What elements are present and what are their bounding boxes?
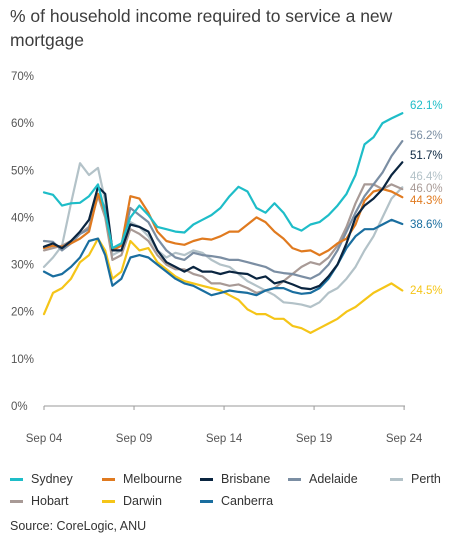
- legend-item-canberra: Canberra: [200, 490, 273, 512]
- y-tick-label: 10%: [11, 354, 34, 366]
- legend-item-hobart: Hobart: [10, 490, 69, 512]
- end-label-adelaide: 56.2%: [410, 130, 443, 142]
- legend-swatch: [102, 499, 115, 503]
- x-tick-label: Sep 24: [386, 433, 423, 445]
- legend-swatch: [10, 477, 23, 481]
- legend-item-adelaide: Adelaide: [288, 468, 358, 490]
- legend-label: Perth: [411, 472, 441, 486]
- y-tick-label: 40%: [11, 212, 34, 224]
- y-tick-label: 30%: [11, 260, 34, 272]
- legend-swatch: [102, 477, 115, 481]
- y-tick-label: 70%: [11, 71, 34, 83]
- end-label-canberra: 38.6%: [410, 219, 443, 231]
- legend-item-melbourne: Melbourne: [102, 468, 182, 490]
- legend-swatch: [390, 477, 403, 481]
- legend-swatch: [10, 499, 23, 503]
- series-line-hobart: [42, 183, 404, 294]
- end-label-sydney: 62.1%: [410, 100, 443, 112]
- legend-swatch: [288, 477, 301, 481]
- series-line-perth: [42, 162, 404, 309]
- legend-label: Adelaide: [309, 472, 358, 486]
- legend-label: Hobart: [31, 494, 69, 508]
- legend-item-darwin: Darwin: [102, 490, 162, 512]
- y-tick-label: 0%: [11, 401, 28, 413]
- legend-item-brisbane: Brisbane: [200, 468, 270, 490]
- y-tick-label: 60%: [11, 118, 34, 130]
- legend-label: Darwin: [123, 494, 162, 508]
- x-tick-label: Sep 04: [26, 433, 63, 445]
- series-line-adelaide: [42, 140, 404, 280]
- chart-title: % of household income required to servic…: [10, 6, 393, 50]
- legend-label: Melbourne: [123, 472, 183, 486]
- series-line-darwin: [42, 237, 404, 334]
- series-line-sydney: [42, 112, 404, 250]
- x-tick-label: Sep 14: [206, 433, 243, 445]
- x-tick-label: Sep 09: [116, 433, 152, 445]
- legend-label: Canberra: [221, 494, 274, 508]
- chart-axes: 0% 10% 20% 30% 40% 50% 60% 70% Sep 04 Sep 09 Sep 1…: [11, 71, 423, 445]
- end-labels: 62.1% 44.3% 51.7% 56.2% 46.4%46.0% 24.5% 38.6%: [410, 100, 443, 297]
- end-label-perth: 46.4%: [410, 171, 443, 183]
- x-tick-label: Sep 19: [296, 433, 332, 445]
- legend-swatch: [200, 499, 213, 503]
- legend-item-sydney: Sydney: [10, 468, 73, 490]
- y-tick-label: 50%: [11, 165, 34, 177]
- source-note: Source: CoreLogic, ANU: [10, 519, 147, 533]
- end-label-brisbane: 51.7%: [410, 150, 443, 162]
- legend-label: Brisbane: [221, 472, 271, 486]
- legend-label: Sydney: [31, 472, 73, 486]
- y-tick-label: 20%: [11, 307, 34, 319]
- series-layer: [42, 112, 404, 334]
- line-chart: 0% 10% 20% 30% 40% 50% 60% 70% Sep 04 Sep 09 Sep 1…: [11, 71, 443, 445]
- legend-row-2: Hobart Darwin Canberra: [10, 490, 450, 512]
- end-label-melbourne: 44.3%: [410, 195, 443, 207]
- end-label-darwin: 24.5%: [410, 285, 443, 297]
- series-line-brisbane: [42, 161, 404, 291]
- end-label-hobart: 46.0%: [410, 183, 443, 195]
- legend-row-1: Sydney Melbourne Brisbane Adelaide Perth: [10, 468, 450, 490]
- chart-legend: Sydney Melbourne Brisbane Adelaide Perth Hob…: [10, 468, 450, 512]
- legend-item-perth: Perth: [390, 468, 441, 490]
- legend-swatch: [200, 477, 213, 481]
